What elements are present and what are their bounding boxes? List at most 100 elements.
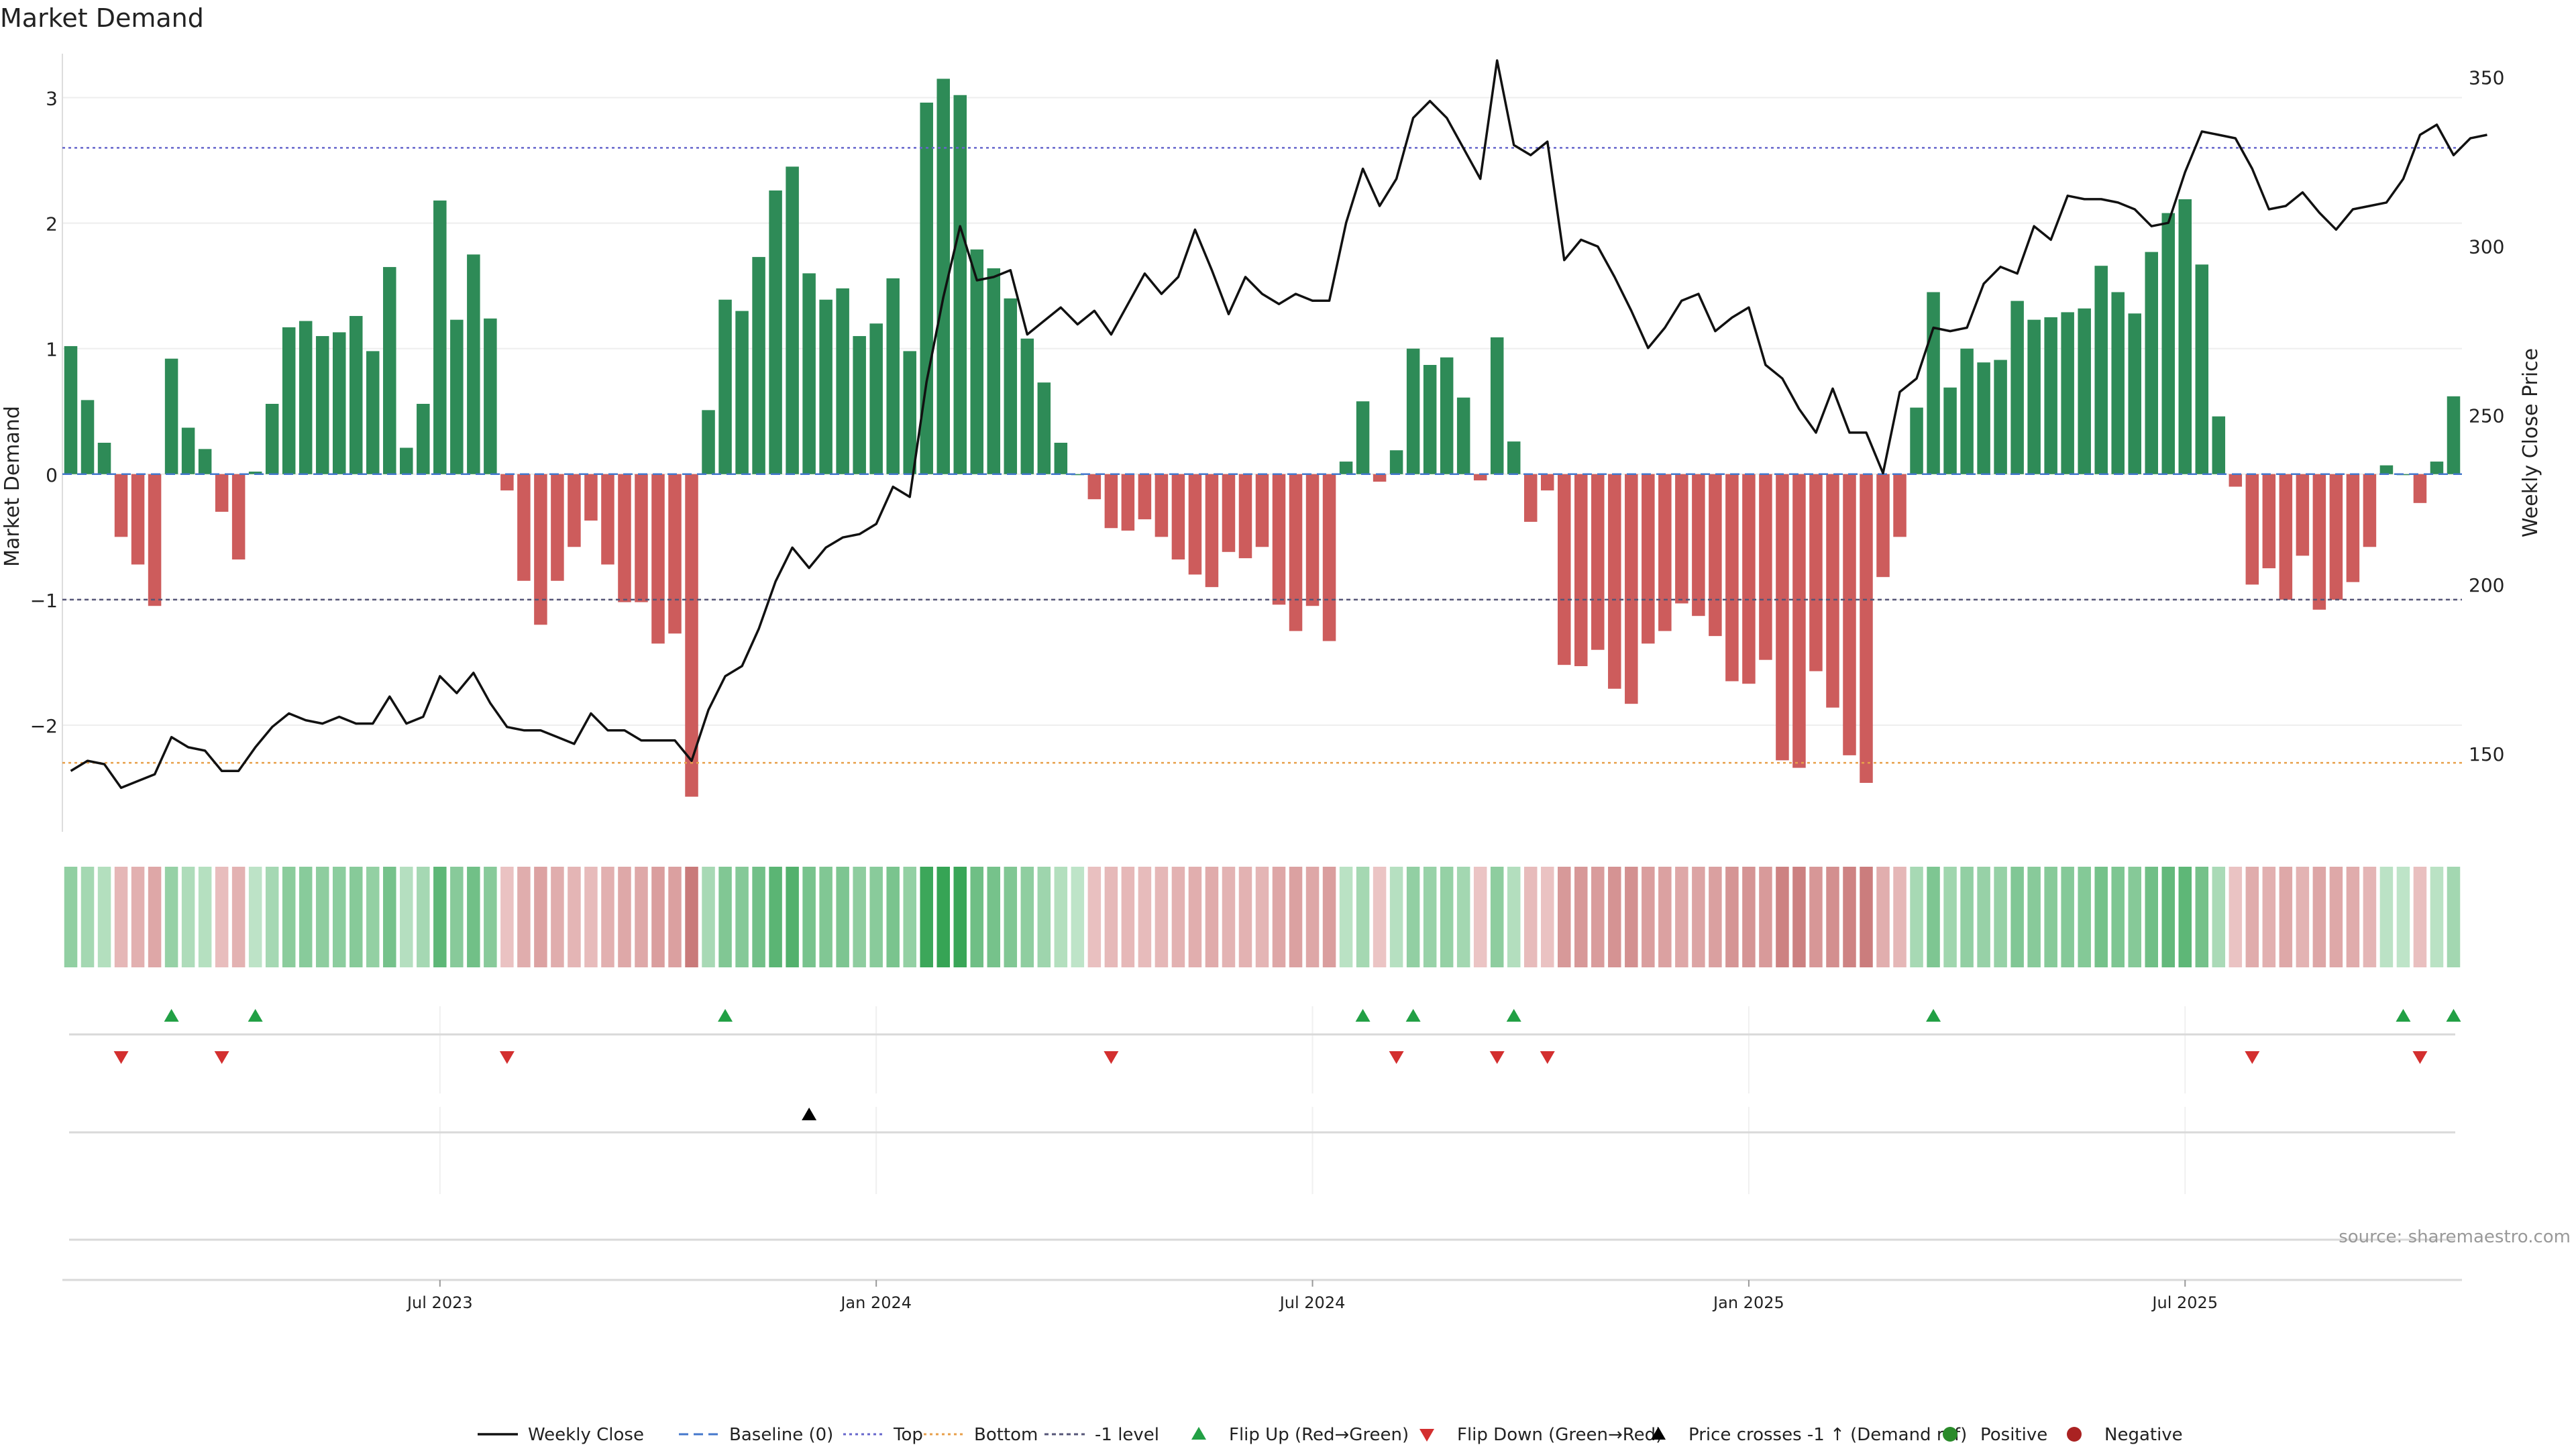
legend-item-positive: Positive [1943, 1425, 2047, 1445]
demand-bar [2312, 474, 2326, 610]
demand-bar [400, 447, 413, 474]
demand-bar [618, 474, 631, 602]
legend-label: Baseline (0) [729, 1425, 833, 1445]
y2-tick-label: 300 [2469, 235, 2504, 258]
demand-bar [1188, 474, 1202, 575]
heat-cell [1087, 867, 1102, 967]
legend-label: Price crosses -1 ↑ (Demand ref) [1688, 1425, 1967, 1445]
heat-cell [1809, 867, 1823, 967]
demand-bar [1356, 401, 1370, 474]
flip-down-marker [214, 1051, 229, 1064]
heat-cell [886, 867, 900, 967]
reference-lines [62, 147, 2462, 764]
heat-cell [97, 867, 111, 967]
demand-bar [836, 288, 849, 474]
legend-item-negative: Negative [2067, 1425, 2183, 1445]
heat-cell [1356, 867, 1370, 967]
demand-bar [1809, 474, 1823, 672]
heat-cell [2229, 867, 2243, 967]
flip-down-marker [1489, 1051, 1505, 1064]
heat-cell [2178, 867, 2192, 967]
legend-label: Flip Up (Red→Green) [1229, 1425, 1409, 1445]
flip-up-marker [164, 1009, 179, 1022]
demand-bar [1776, 474, 1789, 761]
demand-bar [869, 323, 883, 474]
demand-bar [1860, 474, 1873, 784]
demand-bar [786, 166, 799, 474]
demand-bar [920, 102, 933, 474]
heat-cell [601, 867, 614, 967]
demand-bar [2161, 213, 2176, 474]
demand-bar [1004, 298, 1018, 474]
y-tick-label: 1 [46, 339, 58, 361]
heat-cell [2447, 867, 2461, 967]
heat-cell [2430, 867, 2444, 967]
chart-title: Market Demand [0, 3, 204, 33]
y-tick-label: 3 [46, 87, 58, 109]
heat-cell [131, 867, 145, 967]
heat-cell [332, 867, 346, 967]
demand-bar [1054, 443, 1068, 474]
demand-bar [1759, 474, 1772, 660]
demand-bar [651, 474, 665, 644]
heat-cell [752, 867, 765, 967]
flip-up-marker [718, 1009, 733, 1022]
heat-cell [1927, 867, 1940, 967]
demand-bar [853, 335, 866, 474]
heat-cell [1138, 867, 1152, 967]
demand-bar [718, 299, 732, 474]
x-tick-label: Jul 2024 [1279, 1293, 1346, 1312]
demand-bar [1423, 365, 1437, 474]
heat-cell [769, 867, 782, 967]
demand-bar [231, 474, 246, 559]
legend-item-top: Top [843, 1425, 923, 1445]
demand-bar [114, 474, 128, 537]
demand-bar [1121, 474, 1135, 531]
heat-cell [1709, 867, 1722, 967]
demand-bar [970, 249, 984, 474]
demand-bar [1255, 474, 1269, 547]
heat-cell [1625, 867, 1638, 967]
demand-bar [349, 316, 363, 474]
heat-cell [1238, 867, 1252, 967]
y-tick-label: 2 [46, 213, 58, 235]
demand-bar [1289, 474, 1303, 631]
legend-label: Weekly Close [528, 1425, 644, 1445]
heat-cell [1104, 867, 1118, 967]
heat-cell [181, 867, 195, 967]
demand-bar [2329, 474, 2343, 600]
demand-bar [1305, 474, 1320, 606]
demand-bar [1876, 474, 1890, 578]
heat-cell [1473, 867, 1487, 967]
x-tick-label: Jan 2024 [839, 1293, 912, 1312]
demand-bar [668, 474, 682, 634]
demand-bar [2262, 474, 2276, 569]
x-axis-ticks: Jul 2023 Jan 2024 Jul 2024 Jan 2025 Jul 2025 [406, 1280, 2218, 1312]
demand-bar [2145, 252, 2158, 474]
legend-label: Positive [1980, 1425, 2047, 1445]
demand-bar [1843, 474, 1856, 755]
y-axis-label: Market Demand [1, 406, 24, 567]
heat-cell [1893, 867, 1907, 967]
demand-bar [433, 200, 447, 474]
y2-tick-label: 200 [2469, 574, 2504, 596]
price-cross-marker [802, 1108, 817, 1120]
demand-bar [1322, 474, 1336, 641]
heat-cell [215, 867, 229, 967]
demand-bar [1171, 474, 1185, 559]
heat-cell [64, 867, 78, 967]
demand-bar [215, 474, 229, 512]
flip-down-marker [1104, 1051, 1119, 1064]
weekly-close-series [70, 59, 2487, 790]
heat-cell [80, 867, 95, 967]
demand-bar [148, 474, 162, 606]
demand-bar [1960, 348, 1974, 474]
demand-bar [1994, 360, 2007, 474]
demand-bar [1490, 337, 1504, 474]
demand-bar [551, 474, 564, 581]
demand-bar [1155, 474, 1169, 537]
heat-cell [2128, 867, 2141, 967]
heat-cell [953, 867, 967, 967]
demand-bar [265, 404, 279, 474]
